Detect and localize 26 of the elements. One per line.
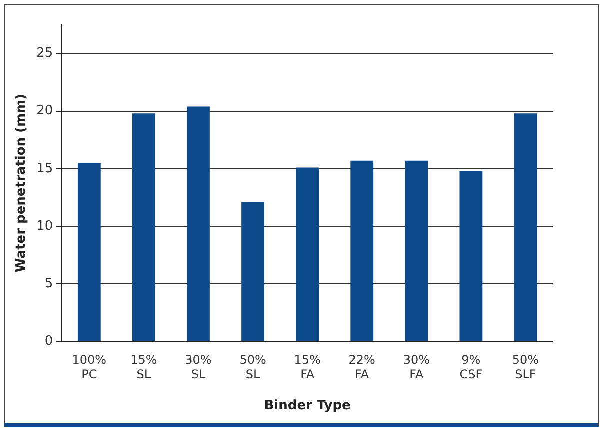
x-tick-label: 15% FA [294, 352, 321, 382]
bar [187, 106, 210, 342]
x-tick-label: 50% SLF [512, 352, 540, 382]
bar [514, 114, 538, 342]
y-tick-label: 10 [36, 218, 54, 234]
y-tick-label: 15 [36, 161, 54, 176]
x-axis-title: Binder Type [264, 398, 352, 414]
bar [132, 114, 156, 342]
bar [405, 160, 428, 342]
bar [350, 160, 374, 342]
y-tick-label: 20 [36, 104, 54, 119]
bar [242, 202, 264, 342]
y-tick-label: 5 [44, 276, 54, 292]
x-tick-label: 22% FA [348, 352, 376, 382]
x-tick-label: 30% FA [403, 352, 430, 382]
bar [78, 163, 101, 342]
x-tick-label: 100% PC [72, 352, 107, 382]
x-tick-label: 15% SL [130, 352, 158, 382]
y-tick-label: 25 [36, 46, 54, 62]
y-axis-title: Water penetration (mm) [14, 94, 30, 273]
x-tick-label: 9% CSF [460, 352, 483, 382]
x-tick-label: 50% SL [240, 352, 266, 382]
y-tick-label: 0 [44, 334, 54, 349]
x-tick-label: 30% SL [185, 352, 212, 382]
bar [460, 171, 483, 342]
bar [296, 168, 320, 342]
